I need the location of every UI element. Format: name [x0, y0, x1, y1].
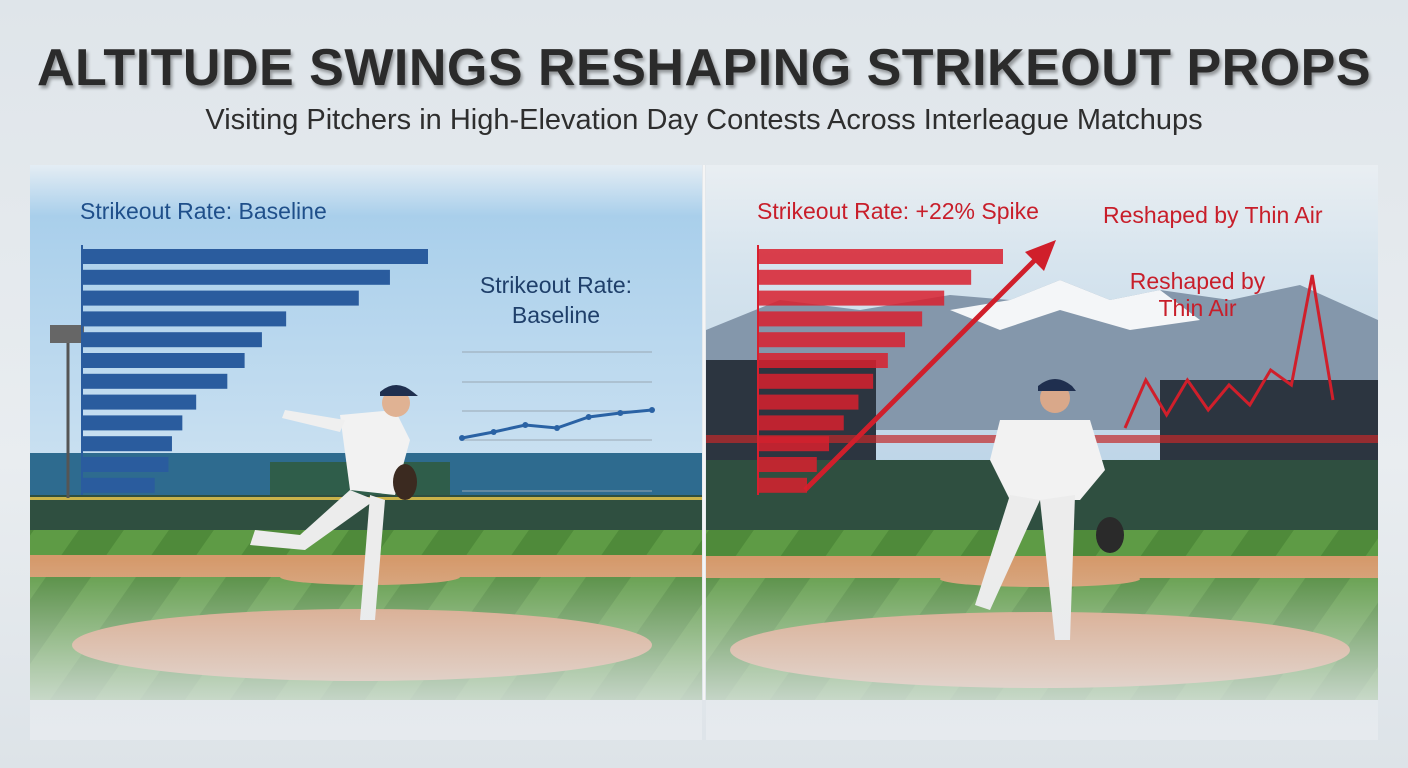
label: Strikeout Rate: Baseline	[80, 198, 327, 224]
bar	[758, 290, 945, 306]
bar	[758, 415, 844, 431]
bar	[758, 394, 859, 410]
line	[1123, 274, 1335, 429]
bar	[758, 457, 817, 472]
bar	[758, 353, 888, 368]
bar	[758, 332, 905, 348]
bar	[82, 394, 197, 410]
bar	[82, 269, 390, 285]
bar	[758, 269, 972, 285]
point	[490, 429, 497, 435]
arrow-head	[1025, 240, 1056, 271]
bar	[758, 477, 807, 493]
bar	[758, 249, 1003, 264]
fade	[706, 560, 1378, 740]
fade	[30, 560, 702, 740]
point	[585, 414, 592, 420]
bar	[82, 373, 228, 389]
bar	[82, 249, 428, 264]
bar	[82, 436, 172, 452]
point	[459, 435, 465, 441]
bar	[758, 436, 830, 452]
point	[617, 410, 624, 416]
title: ALTITUDE SWINGS RESHAPING STRIKEOUT PROP…	[36, 39, 1372, 97]
bar	[82, 477, 155, 493]
bar	[82, 415, 183, 431]
point	[649, 407, 655, 413]
bar	[82, 353, 245, 368]
label: Strikeout Rate: +22% Spike	[757, 198, 1039, 224]
bar	[82, 311, 287, 327]
bar	[82, 332, 262, 348]
label: Reshaped by Thin Air	[1103, 202, 1323, 228]
bar	[82, 457, 169, 472]
bar	[82, 290, 359, 306]
point	[554, 425, 560, 431]
bar	[758, 311, 923, 327]
point	[522, 422, 529, 428]
label: Strikeout Rate: Baseline	[479, 272, 633, 328]
label: Reshaped by Thin Air	[1129, 268, 1266, 321]
bar	[758, 373, 874, 389]
subtitle: Visiting Pitchers in High-Elevation Day …	[205, 104, 1203, 136]
trend-arrow	[803, 253, 1042, 492]
